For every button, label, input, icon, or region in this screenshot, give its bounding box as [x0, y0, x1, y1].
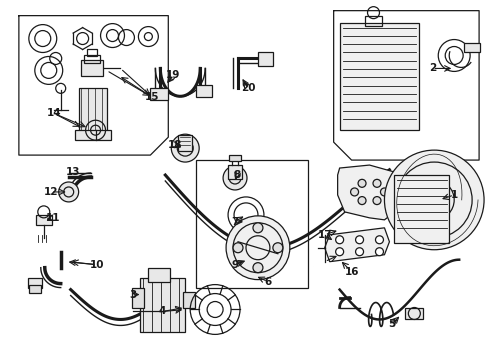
- Text: 14: 14: [47, 108, 61, 118]
- Bar: [229, 155, 241, 161]
- Bar: [196, 160, 308, 288]
- Bar: [87, 49, 97, 57]
- Circle shape: [253, 223, 263, 233]
- Bar: [405, 307, 423, 319]
- Circle shape: [350, 188, 359, 196]
- Bar: [141, 278, 185, 332]
- Circle shape: [356, 248, 364, 256]
- Polygon shape: [325, 228, 390, 262]
- Bar: [81, 60, 102, 76]
- Text: 11: 11: [46, 213, 60, 223]
- Circle shape: [172, 134, 199, 162]
- Text: 18: 18: [168, 140, 182, 150]
- Circle shape: [358, 197, 366, 204]
- Circle shape: [233, 243, 243, 253]
- Bar: [228, 165, 242, 179]
- Text: 13: 13: [66, 167, 80, 177]
- Circle shape: [373, 179, 381, 187]
- Text: 5: 5: [388, 319, 395, 329]
- Bar: [394, 175, 449, 243]
- Circle shape: [358, 179, 366, 187]
- Text: 10: 10: [89, 260, 104, 270]
- Text: 8: 8: [233, 170, 241, 180]
- Text: 2: 2: [429, 63, 436, 73]
- Circle shape: [253, 263, 263, 273]
- Circle shape: [59, 182, 78, 202]
- Bar: [132, 288, 145, 307]
- Bar: [36, 215, 52, 225]
- Text: 20: 20: [241, 84, 255, 93]
- Bar: [78, 88, 106, 136]
- Circle shape: [380, 188, 389, 196]
- Bar: [258, 53, 273, 67]
- Bar: [340, 23, 419, 130]
- Bar: [28, 278, 42, 288]
- Circle shape: [385, 150, 484, 250]
- Bar: [464, 42, 480, 53]
- Circle shape: [356, 236, 364, 244]
- Text: 15: 15: [145, 92, 160, 102]
- Bar: [178, 135, 192, 151]
- Circle shape: [273, 243, 283, 253]
- Text: 7: 7: [231, 217, 239, 227]
- Text: 3: 3: [130, 289, 137, 300]
- Circle shape: [336, 248, 343, 256]
- Text: 1: 1: [451, 190, 458, 200]
- Text: 19: 19: [166, 71, 180, 80]
- Circle shape: [223, 166, 247, 190]
- Text: 16: 16: [344, 267, 359, 276]
- Bar: [150, 88, 168, 100]
- Circle shape: [226, 216, 290, 280]
- Polygon shape: [338, 165, 399, 220]
- Bar: [29, 285, 41, 293]
- Bar: [183, 292, 195, 307]
- Bar: [196, 85, 212, 97]
- Circle shape: [373, 197, 381, 204]
- Text: 4: 4: [159, 306, 166, 316]
- Text: 6: 6: [264, 276, 271, 287]
- Bar: [365, 15, 383, 26]
- Bar: [74, 130, 111, 140]
- Circle shape: [336, 236, 343, 244]
- Bar: [148, 268, 171, 282]
- Text: 12: 12: [44, 187, 58, 197]
- Circle shape: [375, 236, 384, 244]
- Bar: [84, 55, 99, 63]
- Text: 9: 9: [231, 260, 239, 270]
- Text: 17: 17: [318, 230, 332, 240]
- Circle shape: [375, 248, 384, 256]
